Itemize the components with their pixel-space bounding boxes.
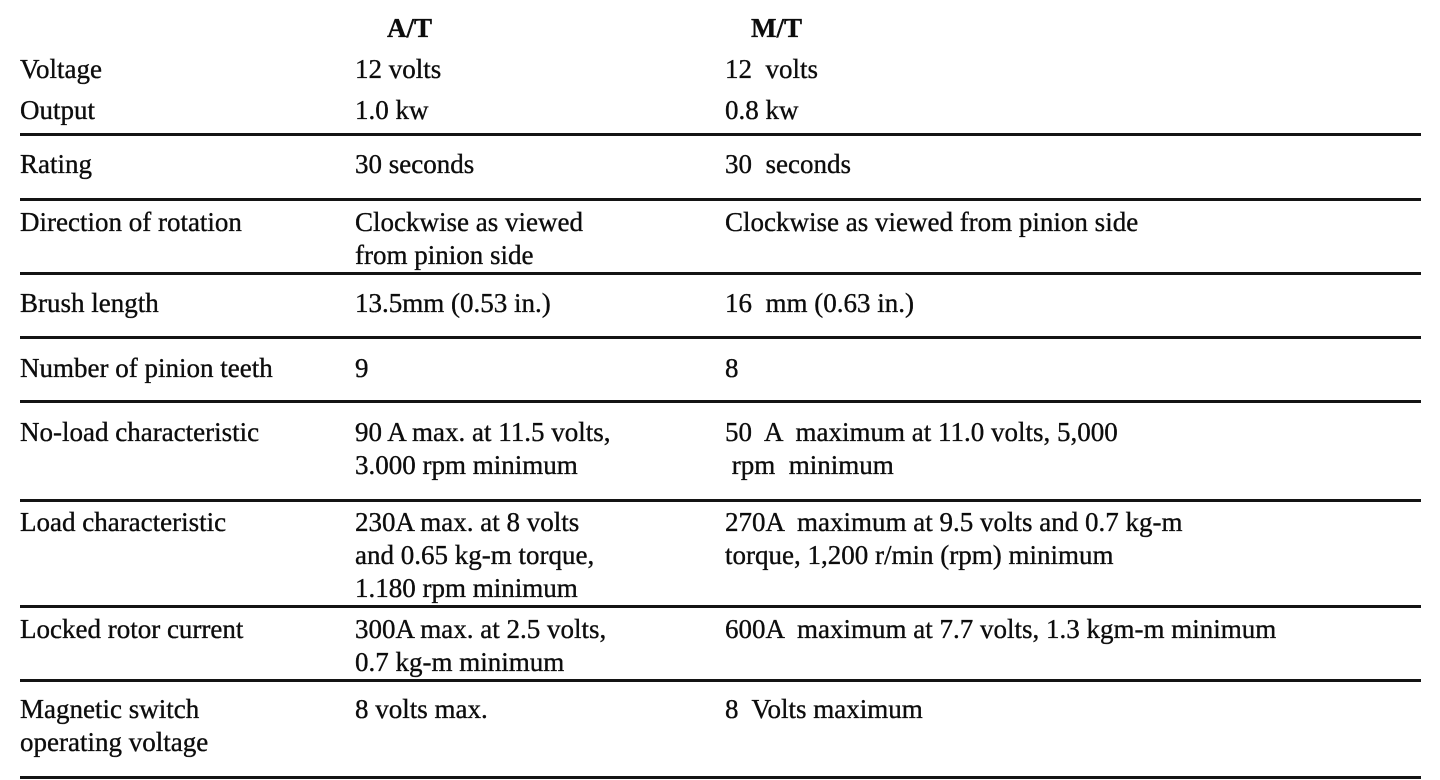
mt-value: 8 Volts maximum: [725, 694, 923, 724]
table-header-section: A/T M/T Voltage 12 volts 12 volts Output…: [20, 0, 1421, 136]
spec-table: A/T M/T Voltage 12 volts 12 volts Output…: [20, 0, 1421, 779]
row-label: Number of pinion teeth: [20, 353, 273, 383]
row-label: Magnetic switch operating voltage: [20, 694, 209, 757]
row-number-of-pinion-teeth: Number of pinion teeth 9 8: [20, 339, 1421, 403]
at-value: 13.5mm (0.53 in.): [355, 288, 551, 318]
at-value: 30 seconds: [355, 149, 475, 179]
at-value: Clockwise as viewed from pinion side: [355, 207, 583, 270]
row-label: Direction of rotation: [20, 207, 242, 237]
row-rating: Rating 30 seconds 30 seconds: [20, 136, 1421, 201]
row-locked-rotor-current: Locked rotor current 300A max. at 2.5 vo…: [20, 608, 1421, 682]
at-value: 230A max. at 8 volts and 0.65 kg-m torqu…: [355, 507, 595, 603]
row-label: Load characteristic: [20, 507, 227, 537]
mt-value: 50 A maximum at 11.0 volts, 5,000 rpm mi…: [725, 417, 1118, 480]
output-mt-value: 0.8 kw: [725, 95, 799, 125]
row-brush-length: Brush length 13.5mm (0.53 in.) 16 mm (0.…: [20, 275, 1421, 339]
row-load-characteristic: Load characteristic 230A max. at 8 volts…: [20, 502, 1421, 608]
row-label: Locked rotor current: [20, 614, 244, 644]
at-value: 9: [355, 353, 369, 383]
voltage-at-value: 12 volts: [355, 54, 442, 84]
row-label: No-load characteristic: [20, 417, 260, 447]
voltage-mt-value: 12 volts: [725, 54, 819, 84]
column-header-mt: M/T: [751, 13, 802, 43]
mt-value: Clockwise as viewed from pinion side: [725, 207, 1139, 237]
at-value: 8 volts max.: [355, 694, 488, 724]
row-label: Brush length: [20, 288, 159, 318]
output-at-value: 1.0 kw: [355, 95, 429, 125]
at-value: 90 A max. at 11.5 volts, 3.000 rpm minim…: [355, 417, 611, 480]
mt-value: 16 mm (0.63 in.): [725, 288, 914, 318]
mt-value: 600A maximum at 7.7 volts, 1.3 kgm-m min…: [725, 614, 1277, 644]
row-no-load-characteristic: No-load characteristic 90 A max. at 11.5…: [20, 403, 1421, 502]
header-spacer: [20, 10, 355, 51]
row-label-voltage: Voltage: [20, 54, 102, 84]
row-label-output: Output: [20, 95, 96, 125]
row-magnetic-switch-operating-voltage: Magnetic switch operating voltage 8 volt…: [20, 682, 1421, 779]
column-header-at: A/T: [387, 13, 433, 43]
mt-value: 30 seconds: [725, 149, 851, 179]
at-value: 300A max. at 2.5 volts, 0.7 kg-m minimum: [355, 614, 607, 677]
mt-value: 270A maximum at 9.5 volts and 0.7 kg-m t…: [725, 507, 1183, 570]
mt-value: 8: [725, 353, 739, 383]
row-label: Rating: [20, 149, 92, 179]
row-direction-of-rotation: Direction of rotation Clockwise as viewe…: [20, 201, 1421, 275]
